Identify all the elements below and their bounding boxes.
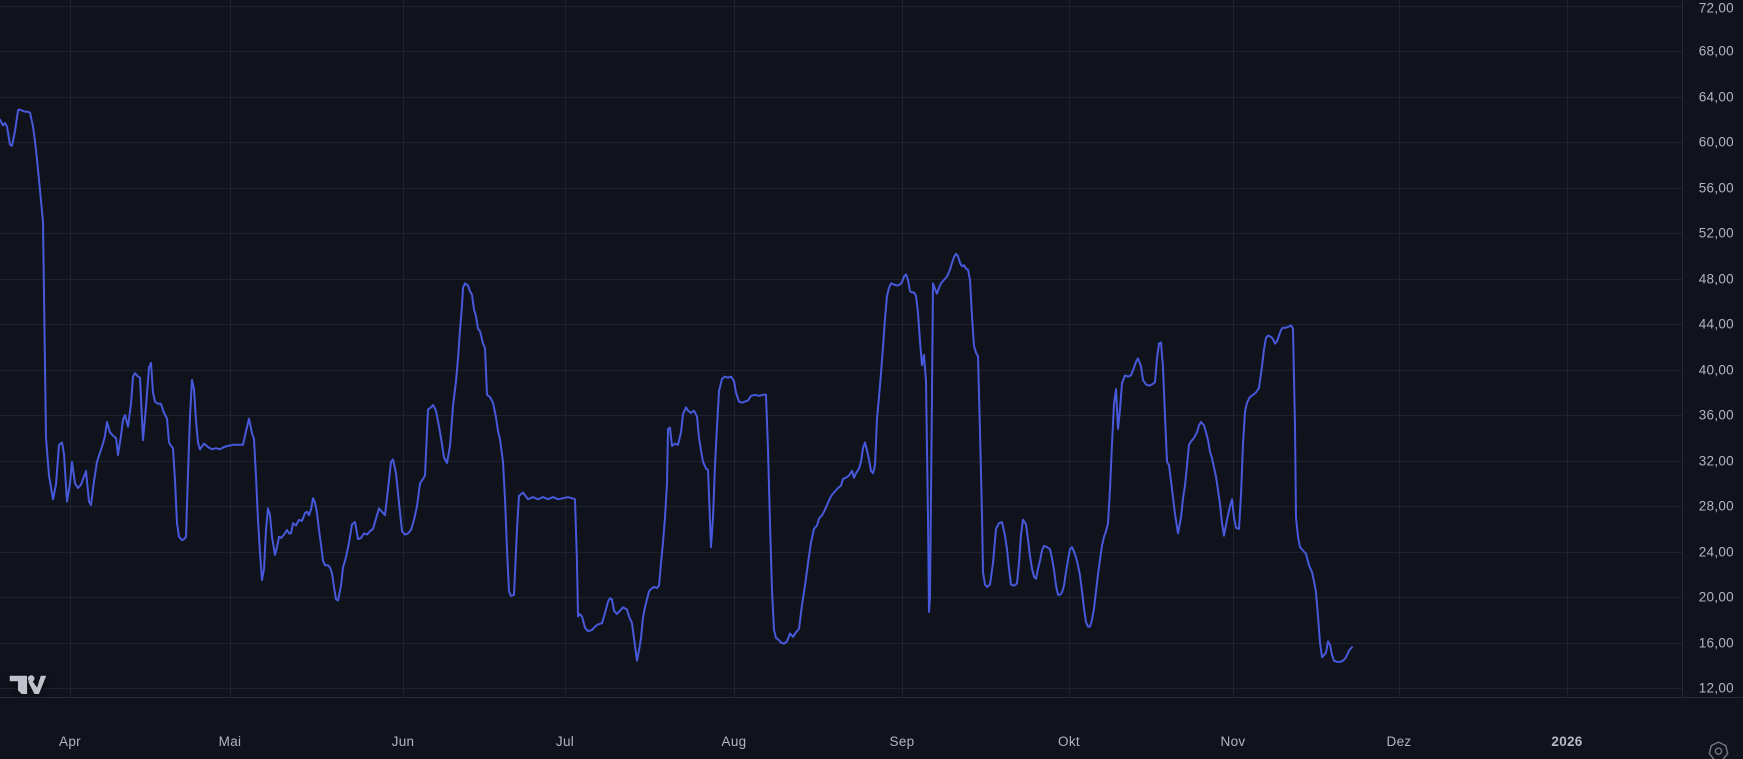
price-axis-label: 48,00 (1698, 271, 1734, 287)
price-axis-label: 28,00 (1698, 498, 1734, 514)
tradingview-logo[interactable] (7, 669, 49, 699)
axis-settings-icon[interactable] (1706, 739, 1731, 759)
time-axis-label: Sep (889, 734, 915, 749)
time-axis-label: Okt (1058, 734, 1080, 749)
price-axis-label: 64,00 (1698, 89, 1734, 105)
time-axis-label: Mai (218, 734, 242, 749)
tradingview-logo-icon (9, 675, 47, 695)
time-axis-label: Apr (59, 734, 81, 749)
price-axis-label: 44,00 (1698, 316, 1734, 332)
price-axis-label: 72,00 (1698, 0, 1734, 16)
price-axis-label: 56,00 (1698, 180, 1734, 196)
price-axis-label: 32,00 (1698, 453, 1734, 469)
time-axis-label-year: 2026 (1551, 734, 1583, 749)
time-axis-label: Jun (391, 734, 415, 749)
heptagon-gear-icon (1708, 741, 1729, 759)
price-axis-label: 36,00 (1698, 407, 1734, 423)
price-axis-label: 60,00 (1698, 134, 1734, 150)
time-axis-label: Nov (1220, 734, 1246, 749)
time-axis-label: Jul (555, 734, 575, 749)
price-axis-label: 24,00 (1698, 544, 1734, 560)
price-axis-label: 12,00 (1698, 680, 1734, 696)
time-axis-label: Aug (721, 734, 747, 749)
price-axis-label: 52,00 (1698, 225, 1734, 241)
price-axis-label: 40,00 (1698, 362, 1734, 378)
price-axis-label: 16,00 (1698, 635, 1734, 651)
price-axis-label: 68,00 (1698, 43, 1734, 59)
price-line-series (0, 108, 1353, 663)
time-axis-label: Dez (1386, 734, 1412, 749)
price-axis-label: 20,00 (1698, 589, 1734, 605)
